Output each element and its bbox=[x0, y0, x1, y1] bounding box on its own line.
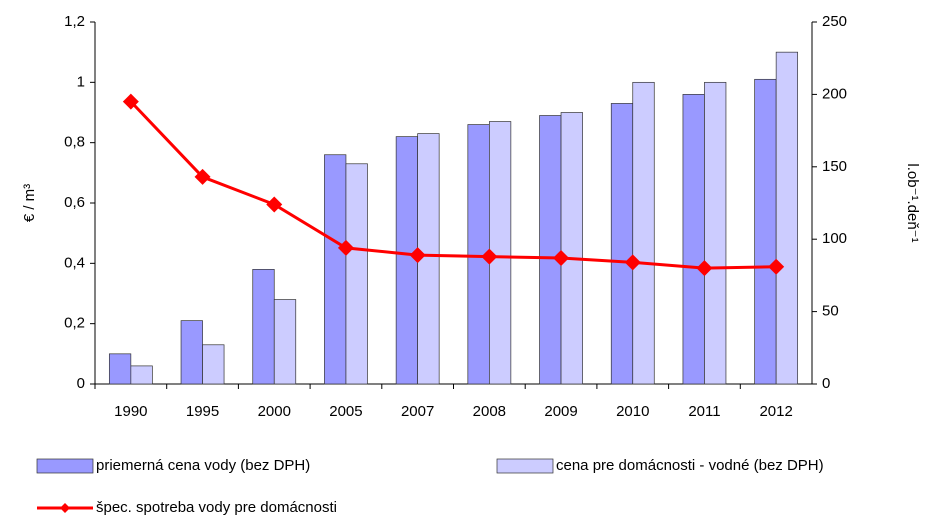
bar bbox=[610, 103, 634, 385]
x-tick-label: 2008 bbox=[473, 403, 506, 420]
legend-label: špec. spotreba vody pre domácnosti bbox=[96, 499, 337, 516]
legend-swatch bbox=[36, 458, 94, 474]
bar bbox=[704, 81, 727, 385]
bar bbox=[754, 78, 777, 385]
x-tick-label: 2000 bbox=[258, 403, 291, 420]
line-marker bbox=[696, 260, 713, 277]
line-marker bbox=[768, 258, 785, 275]
line-marker bbox=[266, 196, 283, 213]
bar bbox=[324, 154, 347, 385]
y-tick-label: 0,8 bbox=[64, 134, 85, 151]
y-tick-label: 1,2 bbox=[64, 13, 85, 30]
bar bbox=[632, 81, 655, 385]
line-marker bbox=[337, 239, 354, 256]
legend-marker bbox=[60, 503, 70, 513]
y2-tick-label: 200 bbox=[822, 85, 847, 102]
bar bbox=[180, 320, 203, 385]
y-tick-label: 0,4 bbox=[64, 254, 85, 271]
line bbox=[129, 100, 777, 270]
x-tick-label: 2009 bbox=[544, 403, 577, 420]
bar bbox=[395, 136, 419, 385]
y2-axis-label: l.ob⁻¹.deň⁻¹ bbox=[904, 163, 921, 242]
bar bbox=[539, 115, 562, 385]
y-tick-label: 0,2 bbox=[64, 315, 85, 332]
line-marker bbox=[122, 93, 139, 110]
bar bbox=[682, 94, 705, 385]
y2-tick-label: 0 bbox=[822, 375, 830, 392]
line-marker bbox=[481, 248, 498, 265]
x-tick-label: 2011 bbox=[688, 403, 720, 420]
line-marker bbox=[194, 168, 211, 185]
legend-label: cena pre domácnosti - vodné (bez DPH) bbox=[556, 457, 824, 474]
line-marker bbox=[624, 254, 641, 271]
y2-tick-label: 150 bbox=[822, 158, 847, 175]
x-tick-label: 1990 bbox=[114, 403, 147, 420]
y2-tick-label: 50 bbox=[822, 303, 839, 320]
y2-tick-label: 250 bbox=[822, 13, 847, 30]
bar bbox=[345, 163, 368, 385]
legend-swatch bbox=[496, 458, 554, 474]
bar bbox=[252, 269, 275, 385]
line-marker bbox=[409, 247, 426, 264]
y-tick-label: 1 bbox=[77, 73, 85, 90]
legend-label: priemerná cena vody (bez DPH) bbox=[96, 457, 310, 474]
bar bbox=[560, 112, 583, 385]
x-tick-label: 2005 bbox=[329, 403, 362, 420]
y-tick-label: 0 bbox=[77, 375, 85, 392]
bar bbox=[130, 365, 153, 385]
y-tick-label: 0,6 bbox=[64, 194, 85, 211]
x-tick-label: 2010 bbox=[616, 403, 649, 420]
bar bbox=[202, 344, 225, 385]
y-axis-label: € / m³ bbox=[21, 184, 38, 222]
x-tick-label: 2012 bbox=[759, 403, 792, 420]
bar bbox=[273, 299, 297, 385]
x-tick-label: 2007 bbox=[401, 403, 434, 420]
x-tick-label: 1995 bbox=[186, 403, 219, 420]
y2-tick-label: 100 bbox=[822, 230, 847, 247]
line-marker bbox=[553, 250, 570, 267]
bar bbox=[775, 51, 799, 385]
bar bbox=[108, 353, 132, 385]
